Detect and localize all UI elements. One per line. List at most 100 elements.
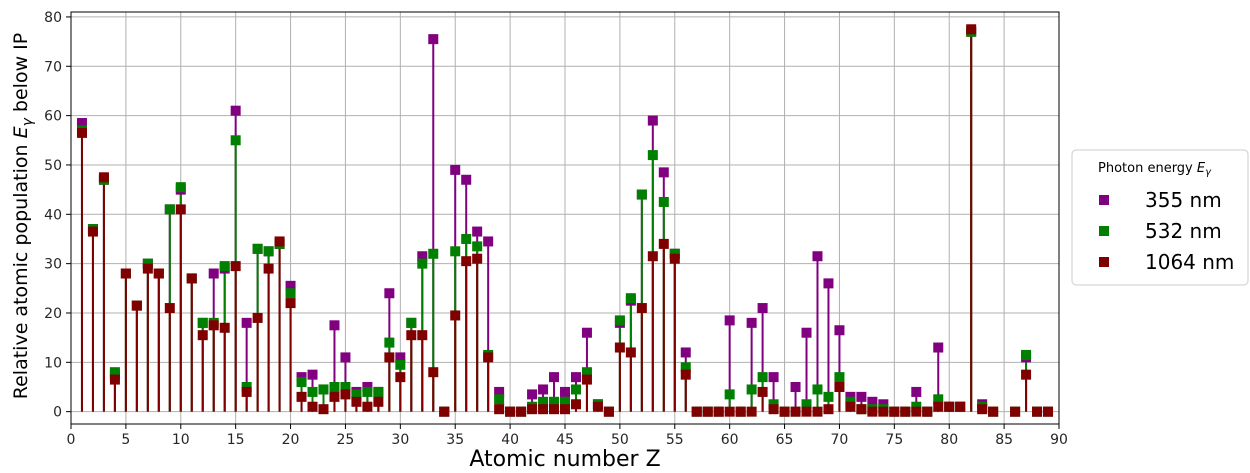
data-point	[450, 164, 461, 175]
legend-marker	[1099, 195, 1109, 205]
data-point	[1021, 369, 1032, 380]
data-point	[801, 327, 812, 338]
y-tick-label: 30	[44, 257, 62, 273]
data-point	[757, 372, 768, 383]
data-point	[197, 330, 208, 341]
data-point	[362, 401, 373, 412]
data-point	[647, 251, 658, 262]
x-tick-label: 20	[282, 432, 300, 448]
data-point	[560, 396, 570, 407]
data-point	[724, 315, 735, 326]
data-point	[570, 372, 581, 383]
data-point	[647, 115, 658, 126]
data-point	[680, 362, 691, 373]
data-point	[472, 253, 483, 264]
data-point	[867, 406, 878, 417]
data-point	[329, 381, 340, 392]
data-point	[538, 404, 549, 415]
data-point	[230, 135, 241, 146]
data-point	[307, 401, 318, 412]
y-axis-label-suffix: below IP	[10, 33, 32, 112]
data-point	[581, 367, 592, 378]
data-point	[252, 243, 263, 254]
data-point	[461, 233, 472, 244]
x-tick-label: 25	[337, 432, 355, 448]
legend-label: 1064 nm	[1145, 250, 1234, 274]
y-tick-label: 10	[44, 355, 62, 371]
data-point	[395, 359, 406, 370]
data-point	[175, 182, 186, 193]
legend: Photon energy Eγ 355 nm 532 nm 1064 nm	[1071, 149, 1249, 286]
data-point	[450, 246, 461, 257]
data-point	[834, 372, 845, 383]
data-point	[494, 394, 505, 405]
x-tick-label: 15	[227, 432, 245, 448]
data-point	[175, 204, 186, 215]
data-point	[823, 391, 834, 402]
data-point	[153, 268, 164, 279]
data-point	[384, 288, 395, 299]
data-point	[307, 386, 318, 397]
data-point	[76, 127, 87, 138]
data-point	[955, 401, 966, 412]
x-tick-label: 50	[611, 432, 629, 448]
data-point	[790, 381, 801, 392]
data-point	[428, 248, 439, 259]
data-point	[549, 372, 560, 383]
data-point	[768, 372, 779, 383]
data-point	[461, 174, 472, 185]
data-point	[1010, 406, 1021, 417]
data-point	[197, 317, 208, 328]
x-axis-label: Atomic number Z	[469, 447, 660, 472]
data-point	[691, 406, 702, 417]
data-point	[527, 389, 538, 400]
data-point	[230, 261, 241, 272]
data-point	[505, 406, 516, 417]
y-tick-label: 70	[44, 59, 62, 75]
data-point	[900, 406, 911, 417]
data-point	[340, 389, 351, 400]
y-axis-ticks: 0 10 20 30 40 50 60 70 80	[44, 10, 71, 421]
data-point	[98, 172, 109, 183]
data-point	[549, 396, 560, 407]
data-point	[856, 391, 867, 402]
data-point	[461, 256, 472, 267]
data-point	[669, 253, 680, 264]
data-point	[812, 384, 823, 395]
data-point	[263, 246, 274, 257]
data-point	[428, 34, 439, 45]
y-tick-label: 20	[44, 306, 62, 322]
data-point	[560, 404, 570, 415]
data-point	[87, 226, 98, 237]
data-point	[658, 167, 669, 178]
data-point	[373, 396, 384, 407]
data-point	[538, 396, 549, 407]
data-point	[340, 381, 351, 392]
data-point	[757, 303, 768, 314]
data-point	[834, 325, 845, 336]
data-point	[823, 404, 834, 415]
data-point	[812, 251, 823, 262]
y-tick-label: 50	[44, 158, 62, 174]
data-point	[208, 320, 219, 331]
data-point	[318, 404, 329, 415]
data-point	[944, 401, 955, 412]
x-tick-label: 0	[67, 432, 76, 448]
data-point	[581, 327, 592, 338]
x-tick-label: 60	[721, 432, 739, 448]
data-point	[801, 399, 812, 410]
data-point	[109, 374, 120, 385]
data-point	[680, 369, 691, 380]
data-point	[516, 406, 527, 417]
x-tick-label: 45	[556, 432, 574, 448]
data-point	[911, 386, 922, 397]
data-point	[494, 404, 505, 415]
data-point	[109, 367, 120, 378]
data-point	[285, 298, 296, 309]
data-point	[439, 406, 450, 417]
x-tick-label: 65	[776, 432, 794, 448]
data-point	[812, 406, 823, 417]
data-point	[933, 394, 944, 405]
series-stems-1064-nm	[80, 29, 1028, 412]
y-axis-label-symbol: E	[10, 126, 32, 138]
